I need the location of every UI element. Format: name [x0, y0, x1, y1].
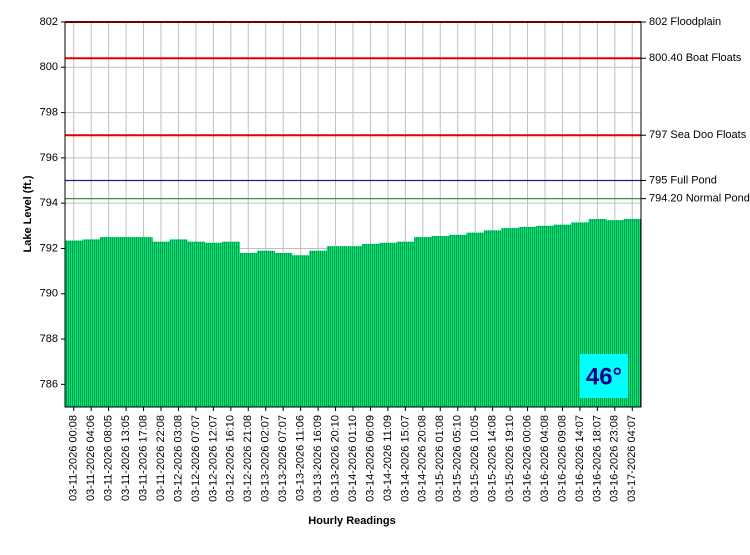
bar — [379, 242, 397, 407]
bar — [309, 250, 328, 407]
y-tick-label: 788 — [40, 333, 58, 345]
x-tick-label: 03-11-2026 22:08 — [155, 415, 167, 501]
x-tick-label: 03-16-2026 04:08 — [539, 415, 551, 502]
bar — [291, 255, 310, 407]
x-tick-label: 03-15-2026 01:08 — [434, 415, 446, 502]
bar — [501, 228, 520, 407]
plot-border — [64, 21, 642, 408]
y-tick-label: 798 — [40, 106, 58, 118]
x-tick-label: 03-11-2026 00:08 — [68, 415, 80, 501]
bar — [222, 241, 240, 407]
x-tick-label: 03-15-2026 14:08 — [487, 415, 499, 502]
reference-label: 795 Full Pond — [649, 174, 717, 186]
bar — [536, 225, 555, 407]
bar — [204, 242, 223, 407]
bar — [361, 243, 380, 407]
bar — [396, 241, 415, 407]
bar — [187, 241, 205, 407]
x-tick-label: 03-12-2026 16:10 — [225, 415, 237, 502]
x-tick-label: 03-12-2026 21:08 — [242, 415, 254, 502]
reference-label: 797 Sea Doo Floats — [649, 129, 747, 141]
x-tick-label: 03-16-2026 00:06 — [521, 415, 533, 502]
x-tick-label: 03-13-2026 11:06 — [295, 415, 307, 501]
x-tick-label: 03-14-2026 20:08 — [417, 415, 429, 502]
x-tick-label: 03-15-2026 19:10 — [504, 415, 516, 502]
bar — [518, 226, 537, 407]
bar — [274, 253, 293, 407]
bar — [553, 224, 572, 407]
x-tick-label: 03-14-2026 06:09 — [364, 415, 376, 502]
y-tick-label: 792 — [40, 242, 58, 254]
y-tick-label: 800 — [40, 61, 58, 73]
badge-box — [580, 354, 628, 398]
x-tick-label: 03-16-2026 18:07 — [591, 415, 603, 502]
y-tick-label: 790 — [40, 288, 58, 300]
bar — [239, 253, 258, 407]
bar — [449, 234, 467, 407]
bar — [99, 237, 118, 407]
x-tick-label: 03-17-2026 04:07 — [626, 415, 638, 502]
badge-text: 46° — [586, 363, 622, 390]
y-tick-label: 794 — [40, 197, 58, 209]
x-tick-label: 03-12-2026 07:07 — [190, 415, 202, 502]
x-tick-label: 03-16-2026 09:08 — [556, 415, 568, 502]
bar — [483, 230, 502, 407]
x-tick-label: 03-15-2026 10:05 — [469, 415, 481, 502]
x-tick-label: 03-13-2026 16:09 — [312, 415, 324, 502]
bar — [257, 250, 275, 407]
x-tick-label: 03-13-2026 02:07 — [260, 415, 272, 502]
bar — [169, 239, 188, 407]
x-tick-label: 03-11-2026 13:05 — [120, 415, 132, 501]
x-tick-label: 03-13-2026 20:10 — [329, 415, 341, 502]
reference-label: 802 Floodplain — [649, 16, 721, 28]
x-tick-label: 03-14-2026 11:09 — [382, 415, 394, 501]
y-tick-label: 796 — [40, 152, 58, 164]
reference-label: 800.40 Boat Floats — [649, 52, 742, 64]
bar — [431, 236, 450, 407]
bar — [344, 246, 363, 407]
x-tick-label: 03-14-2026 01:10 — [347, 415, 359, 502]
x-tick-label: 03-15-2026 05:10 — [452, 415, 464, 502]
bar — [152, 241, 171, 407]
bar — [65, 240, 83, 407]
bar — [117, 237, 136, 407]
x-tick-label: 03-11-2026 04:06 — [85, 415, 97, 501]
x-tick-label: 03-12-2026 12:07 — [207, 415, 219, 502]
x-tick-label: 03-16-2026 14:07 — [574, 415, 586, 502]
bar — [82, 239, 101, 407]
reference-label: 794.20 Normal Pond — [649, 193, 750, 205]
x-tick-label: 03-14-2026 15:07 — [399, 415, 411, 502]
x-axis-label: Hourly Readings — [308, 515, 395, 527]
bar — [414, 237, 432, 407]
bar — [134, 237, 153, 407]
bar — [466, 232, 485, 407]
y-tick-label: 802 — [40, 16, 58, 28]
bar — [326, 246, 345, 407]
y-tick-label: 786 — [40, 378, 58, 390]
x-tick-label: 03-11-2026 17:08 — [137, 415, 149, 501]
x-tick-label: 03-11-2026 08:05 — [103, 415, 115, 501]
y-axis-label: Lake Level (ft.) — [22, 175, 34, 252]
x-tick-label: 03-16-2026 23:08 — [609, 415, 621, 502]
x-tick-label: 03-12-2026 03:08 — [172, 415, 184, 502]
x-tick-label: 03-13-2026 07:07 — [277, 415, 289, 502]
